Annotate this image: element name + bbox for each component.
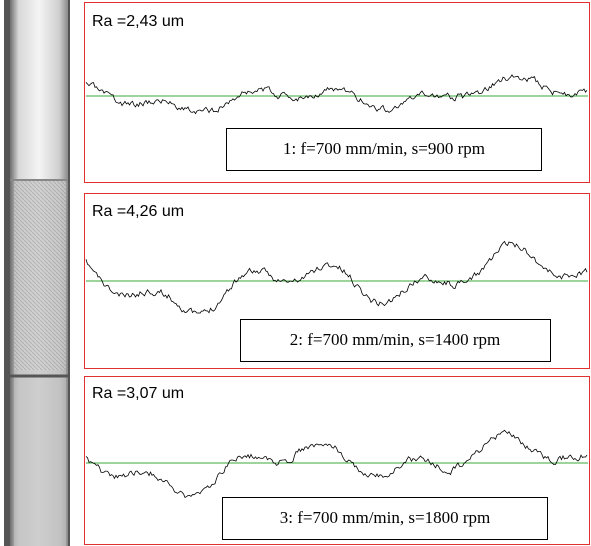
- panel: Ra =2,43 um 1: f=700 mm/min, s=900 rpm: [85, 3, 590, 183]
- panel: Ra =4,26 um 2: f=700 mm/min, s=1400 rpm: [85, 194, 590, 369]
- figure: Ra =2,43 um 1: f=700 mm/min, s=900 rpm R…: [0, 0, 591, 546]
- caption: 3: f=700 mm/min, s=1800 rpm: [280, 508, 490, 527]
- caption: 1: f=700 mm/min, s=900 rpm: [283, 139, 485, 158]
- caption: 2: f=700 mm/min, s=1400 rpm: [290, 330, 500, 349]
- specimen-photo: [4, 0, 70, 546]
- ra-label: Ra =3,07 um: [92, 385, 184, 402]
- panel: Ra =3,07 um 3: f=700 mm/min, s=1800 rpm: [85, 377, 590, 545]
- ra-label: Ra =2,43 um: [92, 13, 184, 30]
- ra-label: Ra =4,26 um: [92, 203, 184, 220]
